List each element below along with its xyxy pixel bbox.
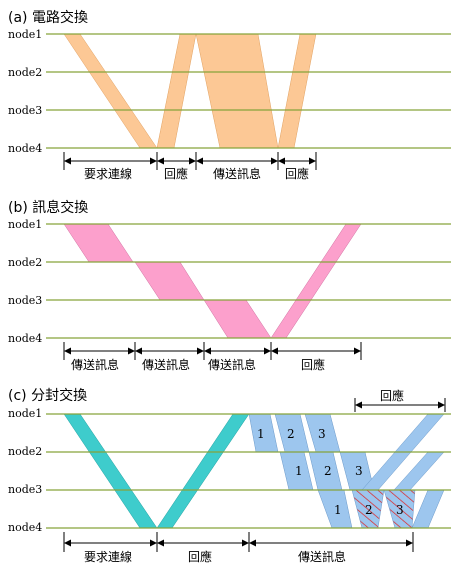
- packet-number: 2: [324, 464, 332, 478]
- node-label: node4: [8, 142, 42, 155]
- node-label: node1: [8, 28, 42, 41]
- section-message-switching: (b) 訊息交換 node1 node2 node3 node4: [8, 199, 451, 372]
- message-block: [203, 299, 272, 339]
- message-block: [63, 223, 134, 263]
- node-label: node1: [8, 407, 42, 420]
- packet-number: 1: [295, 464, 303, 478]
- connect-request-band: [63, 33, 158, 149]
- interval-label: 傳送訊息: [213, 166, 261, 181]
- packet-number: 3: [355, 464, 363, 478]
- section-c-title: (c) 分封交換: [8, 387, 87, 404]
- section-b-title: (b) 訊息交換: [8, 199, 88, 216]
- reply-interval-arrow: [354, 398, 446, 412]
- node-label: node3: [8, 294, 42, 307]
- section-a-title: (a) 電路交換: [8, 9, 88, 26]
- interval-label: 傳送訊息: [298, 549, 346, 564]
- node-label: node2: [8, 445, 42, 458]
- node-lines: [46, 223, 451, 339]
- section-circuit-switching: (a) 電路交換 node1 node2 node3 node4: [8, 9, 451, 181]
- node-label: node4: [8, 332, 42, 345]
- node-lines: [46, 413, 451, 529]
- node-label: node1: [8, 218, 42, 231]
- interval-label: 回應: [285, 166, 309, 181]
- node-label: node3: [8, 483, 42, 496]
- packet-number: 2: [365, 503, 373, 517]
- packet-number: 1: [334, 503, 342, 517]
- reply-band: [277, 33, 317, 149]
- reply-band: [411, 489, 445, 529]
- interval-label: 回應: [301, 357, 325, 372]
- packet-number: 3: [396, 503, 404, 517]
- interval-arrows: [63, 152, 317, 170]
- interval-label: 回應: [164, 166, 188, 181]
- packet-number: 1: [257, 427, 265, 441]
- interval-label: 回應: [380, 388, 404, 403]
- interval-label: 傳送訊息: [208, 357, 256, 372]
- node-label: node2: [8, 256, 42, 269]
- message-blocks: [63, 223, 362, 339]
- circuit-signal-shapes: [63, 33, 317, 149]
- packet-number: 3: [318, 427, 326, 441]
- reply-band: [156, 33, 197, 149]
- interval-arrows: [63, 532, 414, 552]
- reply-band: [270, 223, 362, 339]
- message-block: [134, 261, 205, 301]
- node-label: node3: [8, 104, 42, 117]
- section-packet-switching: (c) 分封交換 node1 node2 node3 node4 回應: [8, 387, 451, 564]
- node-lines: [46, 33, 451, 149]
- interval-label: 要求連線: [84, 166, 132, 181]
- packet-number: 2: [287, 427, 295, 441]
- interval-label: 回應: [188, 549, 212, 564]
- interval-label: 傳送訊息: [142, 357, 190, 372]
- node-label: node2: [8, 66, 42, 79]
- reply-band: [156, 413, 250, 529]
- interval-arrows: [63, 342, 362, 360]
- message-band: [195, 33, 279, 149]
- connect-request-band: [63, 413, 158, 529]
- interval-label: 要求連線: [84, 549, 132, 564]
- connection-bands: [63, 413, 250, 529]
- node-label: node4: [8, 521, 42, 534]
- interval-label: 傳送訊息: [71, 357, 119, 372]
